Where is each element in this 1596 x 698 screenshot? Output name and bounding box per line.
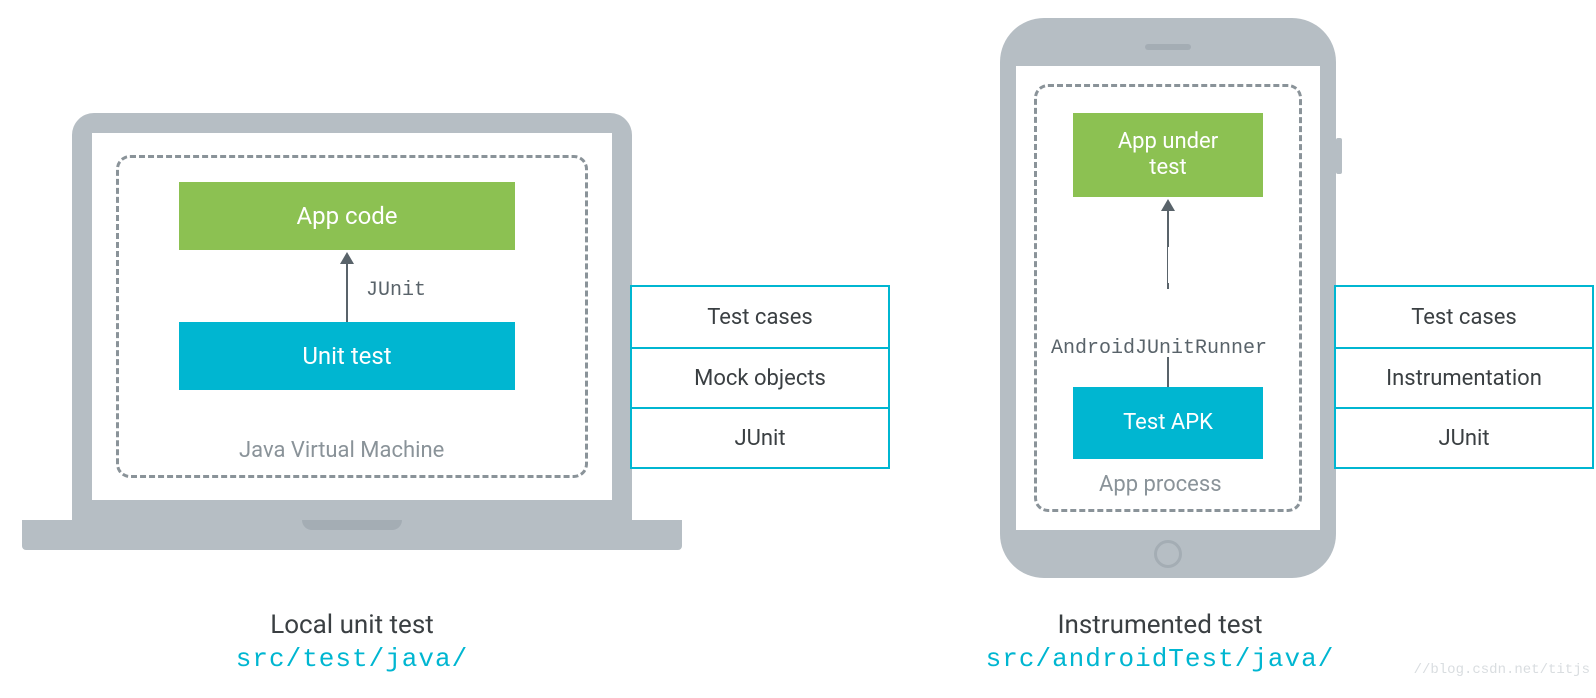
callout-item: JUnit: [632, 407, 888, 467]
phone-device: App undertest AndroidJUnitRunner Test AP…: [1000, 18, 1336, 578]
unit-test-box: Unit test: [179, 322, 515, 390]
arrow-label-junit: JUnit: [366, 279, 426, 302]
test-apk-box: Test APK: [1073, 387, 1263, 459]
callout-item: Test cases: [632, 287, 888, 347]
arrow-ajur: [1167, 199, 1169, 289]
laptop-screen: App code JUnit Unit test Java Virtual Ma…: [92, 133, 612, 500]
watermark: //blog.csdn.net/titjs: [1414, 662, 1590, 678]
phone-home-button: [1154, 540, 1182, 568]
arrow-ajur-lower: [1167, 357, 1169, 387]
phone-speaker: [1145, 44, 1191, 50]
app-process-label: App process: [1099, 472, 1222, 497]
phone-caption: Instrumented test src/androidTest/java/: [880, 610, 1440, 674]
phone-callout: Test cases Instrumentation JUnit: [1334, 285, 1594, 469]
callout-item: Mock objects: [632, 347, 888, 407]
app-process-container: App undertest AndroidJUnitRunner Test AP…: [1034, 84, 1302, 512]
arrow-junit: [346, 252, 348, 322]
laptop-frame: App code JUnit Unit test Java Virtual Ma…: [72, 113, 632, 520]
jvm-label: Java Virtual Machine: [239, 438, 444, 463]
callout-item: Instrumentation: [1336, 347, 1592, 407]
caption-title: Local unit test: [72, 610, 632, 640]
caption-path: src/test/java/: [72, 644, 632, 674]
arrow-label-ajur: AndroidJUnitRunner: [1051, 337, 1267, 360]
phone-side-button: [1336, 138, 1342, 174]
app-code-box: App code: [179, 182, 515, 250]
phone-screen: App undertest AndroidJUnitRunner Test AP…: [1016, 66, 1320, 530]
caption-path: src/androidTest/java/: [880, 644, 1440, 674]
app-under-test-box: App undertest: [1073, 113, 1263, 197]
laptop-device: App code JUnit Unit test Java Virtual Ma…: [72, 113, 682, 550]
testing-diagram: App code JUnit Unit test Java Virtual Ma…: [0, 0, 1596, 698]
callout-item: JUnit: [1336, 407, 1592, 467]
caption-title: Instrumented test: [880, 610, 1440, 640]
jvm-container: App code JUnit Unit test Java Virtual Ma…: [116, 155, 588, 478]
laptop-base: [22, 520, 682, 550]
phone-frame: App undertest AndroidJUnitRunner Test AP…: [1000, 18, 1336, 578]
laptop-callout: Test cases Mock objects JUnit: [630, 285, 890, 469]
laptop-caption: Local unit test src/test/java/: [72, 610, 632, 674]
callout-item: Test cases: [1336, 287, 1592, 347]
